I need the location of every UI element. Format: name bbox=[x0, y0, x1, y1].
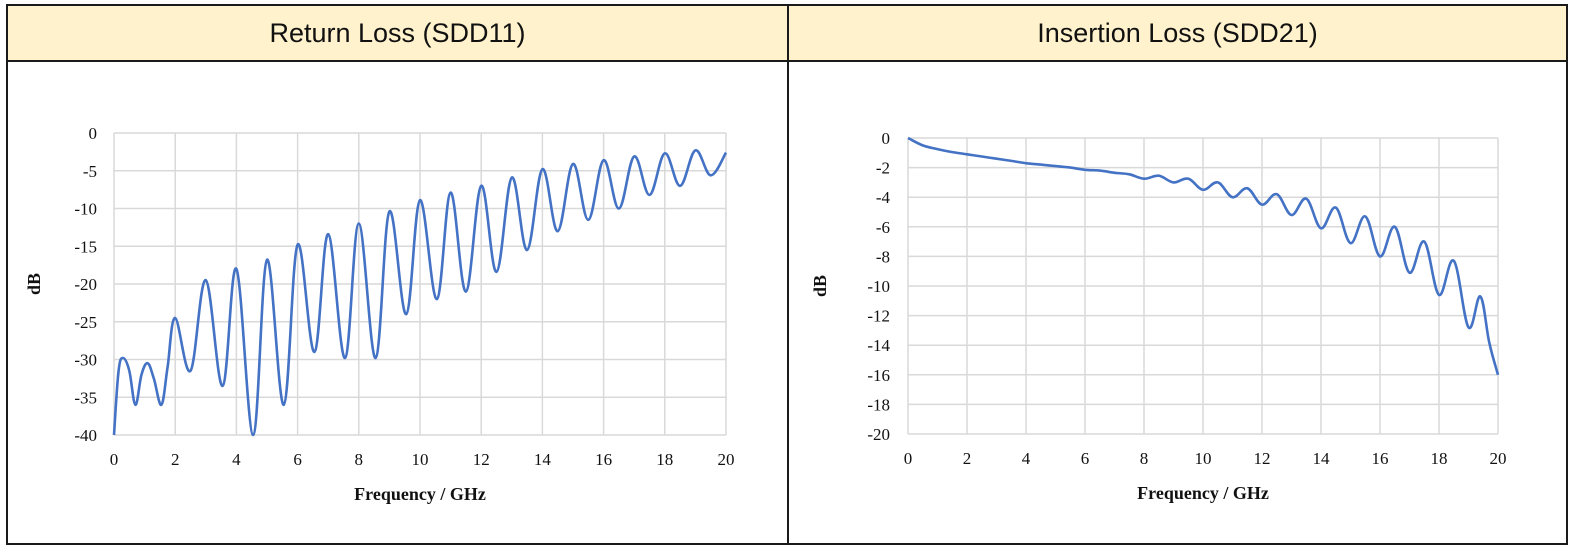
insertion-loss-y-axis-title: dB bbox=[810, 275, 830, 297]
return-loss-y-tick-label: -35 bbox=[74, 388, 97, 407]
return-loss-y-tick-label: -20 bbox=[74, 275, 97, 294]
insertion-loss-series-line-0 bbox=[907, 136, 1500, 376]
insertion-loss-y-tick-label: -14 bbox=[867, 336, 890, 355]
return-loss-x-tick-label: 10 bbox=[412, 450, 429, 469]
insertion-loss-x-tick-label: 16 bbox=[1372, 449, 1389, 468]
return-loss-y-tick-label: -40 bbox=[74, 426, 97, 445]
insertion-loss-x-tick-label: 10 bbox=[1195, 449, 1212, 468]
figure-frame: Return Loss (SDD11) Insertion Loss (SDD2… bbox=[6, 4, 1568, 545]
return-loss-series-line-0 bbox=[112, 149, 728, 437]
insertion-loss-x-tick-label: 8 bbox=[1140, 449, 1149, 468]
insertion-loss-x-tick-label: 4 bbox=[1022, 449, 1031, 468]
return-loss-y-axis-title: dB bbox=[24, 273, 44, 295]
insertion-loss-x-tick-label: 18 bbox=[1431, 449, 1448, 468]
return-loss-y-tick-label: -10 bbox=[74, 200, 97, 219]
insertion-loss-y-tick-label: -2 bbox=[876, 159, 890, 178]
insertion-loss-x-axis-title: Frequency / GHz bbox=[1137, 483, 1269, 503]
insertion-loss-y-tick-label: -20 bbox=[867, 425, 890, 444]
insertion-loss-y-tick-label: -8 bbox=[876, 247, 890, 266]
column-divider bbox=[787, 6, 789, 543]
insertion-loss-y-tick-label: -6 bbox=[876, 218, 890, 237]
insertion-loss-y-tick-label: 0 bbox=[882, 129, 891, 148]
return-loss-x-tick-label: 18 bbox=[656, 450, 673, 469]
insertion-loss-x-tick-label: 12 bbox=[1254, 449, 1271, 468]
return-loss-x-tick-label: 20 bbox=[718, 450, 735, 469]
insertion-loss-x-tick-label: 14 bbox=[1313, 449, 1331, 468]
return-loss-y-tick-label: -30 bbox=[74, 351, 97, 370]
return-loss-x-tick-label: 0 bbox=[110, 450, 119, 469]
return-loss-x-tick-label: 4 bbox=[232, 450, 241, 469]
insertion-loss-y-tick-label: -16 bbox=[867, 366, 890, 385]
return-loss-x-axis-title: Frequency / GHz bbox=[354, 484, 486, 504]
insertion-loss-x-tick-label: 20 bbox=[1490, 449, 1507, 468]
return-loss-header: Return Loss (SDD11) bbox=[269, 18, 526, 48]
insertion-loss-y-tick-label: -18 bbox=[867, 395, 890, 414]
return-loss-y-tick-label: -25 bbox=[74, 313, 97, 332]
return-loss-x-tick-label: 12 bbox=[473, 450, 490, 469]
return-loss-y-tick-label: -5 bbox=[83, 162, 97, 181]
insertion-loss-x-tick-label: 6 bbox=[1081, 449, 1090, 468]
insertion-loss-x-tick-label: 0 bbox=[904, 449, 913, 468]
return-loss-x-tick-label: 14 bbox=[534, 450, 552, 469]
return-loss-y-tick-label: 0 bbox=[89, 124, 98, 143]
return-loss-x-tick-label: 16 bbox=[595, 450, 612, 469]
insertion-loss-y-tick-label: -12 bbox=[867, 307, 890, 326]
insertion-loss-y-tick-label: -4 bbox=[876, 188, 891, 207]
insertion-loss-y-tick-label: -10 bbox=[867, 277, 890, 296]
return-loss-x-tick-label: 6 bbox=[293, 450, 302, 469]
insertion-loss-header: Insertion Loss (SDD21) bbox=[1037, 18, 1318, 48]
insertion-loss-x-tick-label: 2 bbox=[963, 449, 972, 468]
return-loss-x-tick-label: 8 bbox=[355, 450, 364, 469]
return-loss-x-tick-label: 2 bbox=[171, 450, 180, 469]
return-loss-y-tick-label: -15 bbox=[74, 237, 97, 256]
